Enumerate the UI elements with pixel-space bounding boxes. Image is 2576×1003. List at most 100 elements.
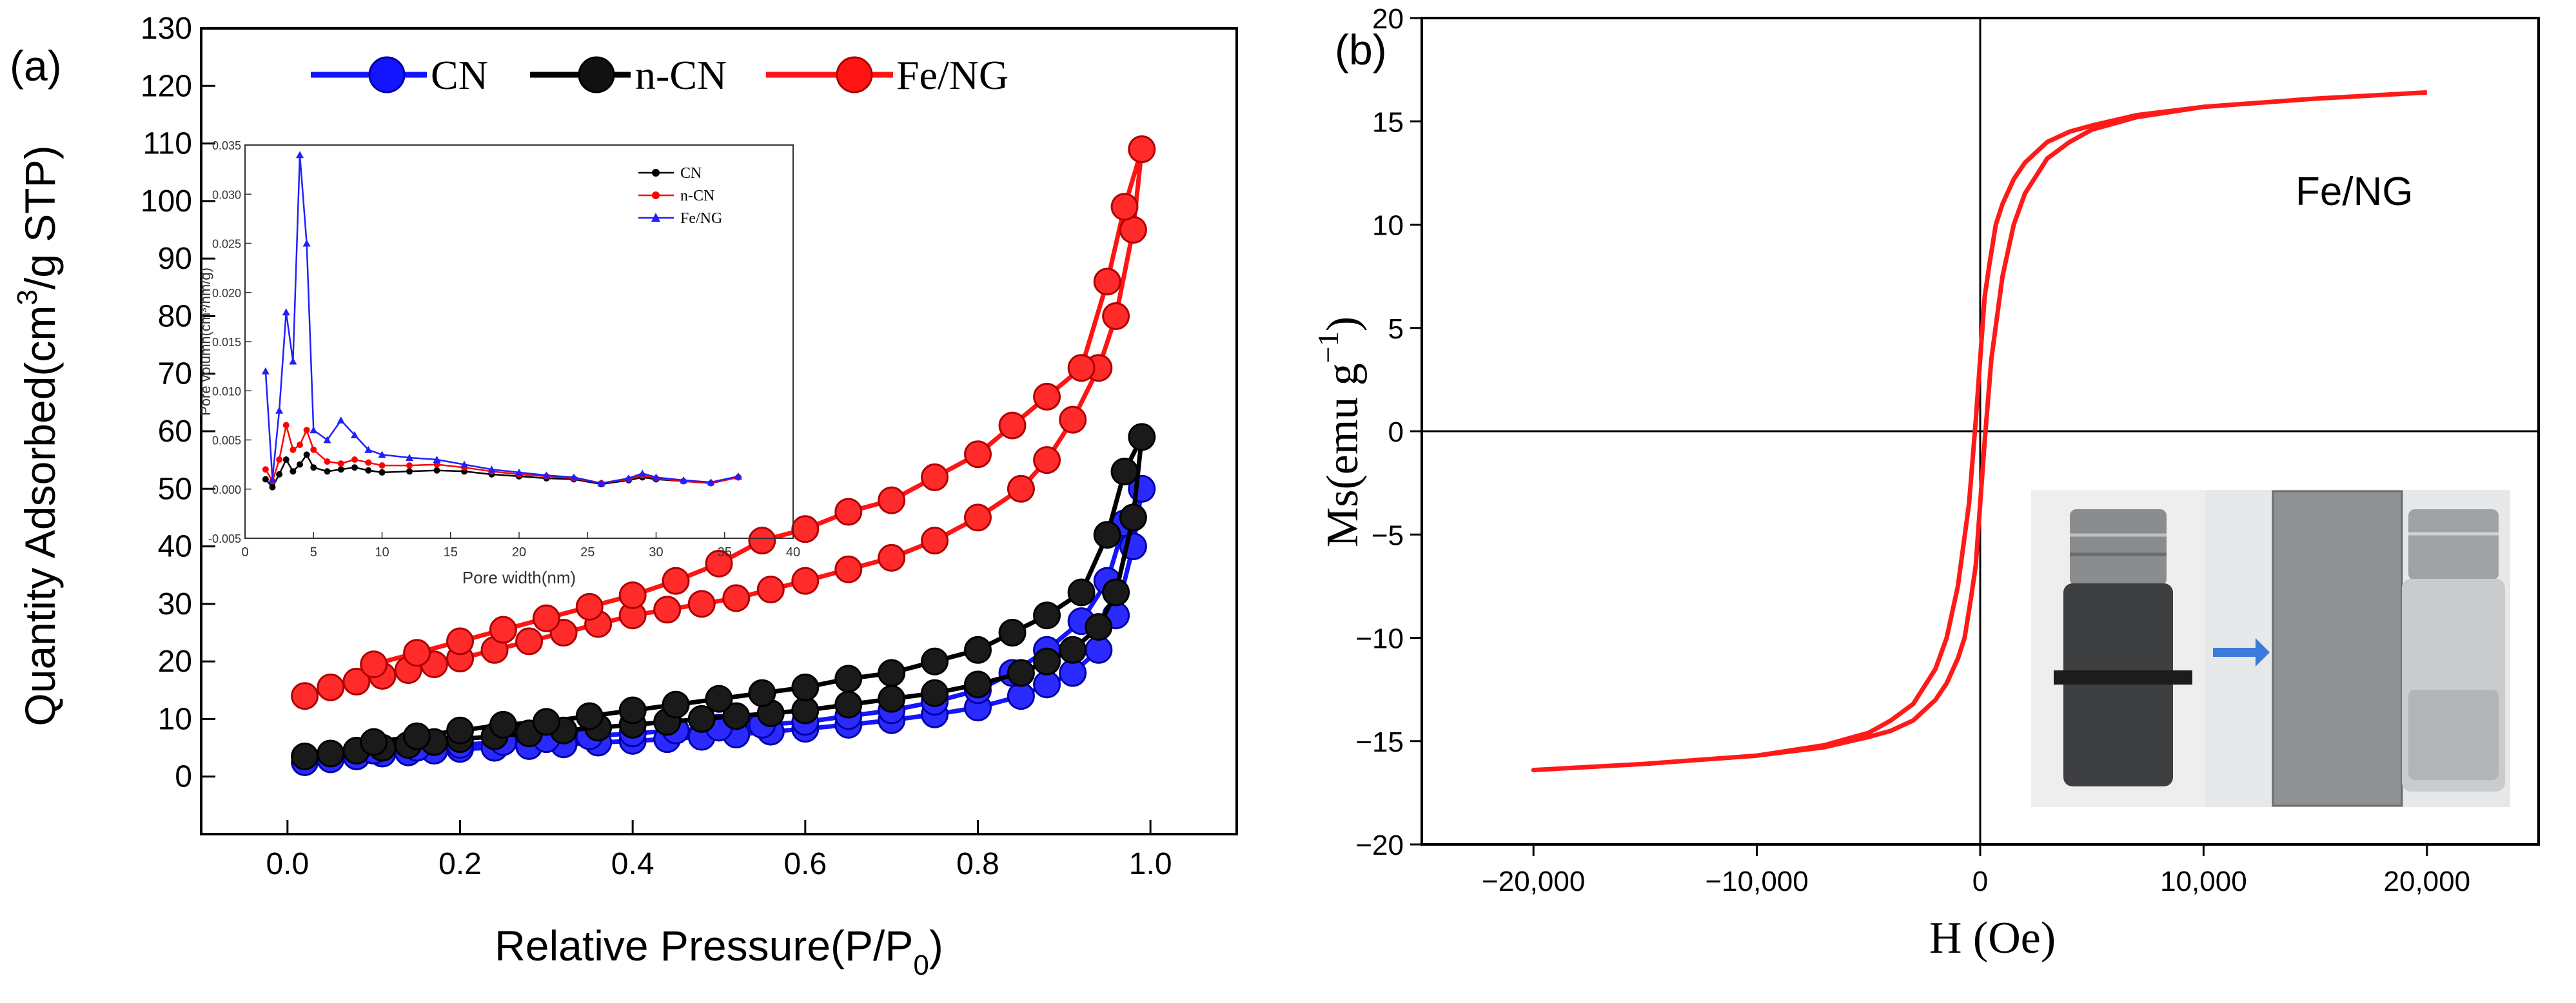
data-point [403,722,431,750]
inset-data-point [365,467,372,474]
y-tick-label-b: −20 [1355,830,1404,861]
inset-x-tick-label: 30 [649,545,663,560]
inset-x-tick-label: 15 [444,545,458,560]
data-point [360,728,388,756]
data-point [532,604,560,632]
adsorption-isotherm-series [291,135,1156,776]
data-point [705,685,733,713]
holder-bar-left [2054,670,2192,685]
data-point [1067,354,1096,382]
inset-y-label: Pore volumn(cm³/nm/g) [197,268,213,416]
legend-label-cn: CN [431,52,488,98]
x-tick-label-b: −20,000 [1482,866,1585,897]
data-point [748,527,776,555]
data-point [1085,636,1113,664]
inset-x-tick-label: 35 [718,545,732,560]
x-tick-label-a: 0.8 [956,847,999,881]
inset-x-tick-label: 5 [310,545,317,560]
inset-data-point [652,473,660,481]
inset-x-label: Pore width(nm) [462,568,576,587]
inset-y-tick-label: 0.005 [212,434,241,447]
y-tick-label-a: 10 [158,702,192,736]
y-tick-label-a: 70 [158,357,192,391]
data-point [662,567,690,595]
inset-data-point [337,416,345,424]
data-point [964,636,992,664]
inset-series-n-cn [262,422,742,487]
data-point [1007,659,1035,687]
data-point [342,667,371,696]
vial-cap-right [2408,509,2499,580]
inset-data-point [269,483,276,491]
inset-legend-label-feng: Fe/NG [680,210,722,227]
data-point [446,627,474,656]
y-tick-label-a: 130 [141,12,192,46]
data-point [722,584,751,612]
data-point [403,639,431,667]
data-point [964,503,992,532]
data-point [575,592,604,621]
inset-y-tick-label: 0.025 [212,238,241,251]
inset-data-point [433,461,440,468]
arrow-icon [2213,638,2270,667]
data-point [1059,405,1087,434]
series-n-cn [291,423,1156,770]
inset-y-tick-label: 0.030 [212,188,241,201]
inset-data-point [351,464,358,471]
magnetic-separation-photo [2031,490,2510,807]
inset-y-tick-label: -0.005 [208,532,241,545]
y-tick-label-b: −15 [1355,726,1404,758]
legend-marker-ncn [578,56,615,93]
inset-x-tick-label: 0 [241,545,248,560]
inset-x-tick-label: 40 [786,545,800,560]
inset-data-point [289,357,297,365]
data-point [834,690,863,719]
data-point [662,690,690,719]
legend-marker-feng [836,56,873,93]
y-tick-label-b: 5 [1388,313,1404,345]
fe-ng-annotation: Fe/NG [2296,170,2414,214]
x-tick-label-a: 0.4 [611,847,654,881]
hysteresis-loop [1531,90,2427,773]
inset-data-point [487,465,496,473]
y-tick-label-a: 90 [158,242,192,276]
inset-x-tick-label: 20 [512,545,526,560]
x-tick-label-b: 20,000 [2384,866,2471,897]
data-point [489,616,517,644]
data-point [748,679,776,707]
x-axis-b-ticks: −20,000 −10,000 0 10,000 20,000 [1482,844,2470,897]
data-point [515,627,544,656]
inset-data-point [276,471,283,478]
data-point [1119,503,1147,532]
y-tick-label-a: 30 [158,587,192,621]
inset-data-point [433,467,440,474]
inset-data-point [282,308,290,316]
data-point [618,696,647,725]
data-point [921,679,949,707]
data-point [532,708,560,736]
inset-data-point [379,469,386,476]
data-point [1110,193,1139,221]
inset-data-point [324,458,331,465]
data-point [756,576,785,604]
data-point [878,685,906,713]
inset-data-point [290,468,297,475]
data-point [722,702,751,730]
data-point [575,702,604,730]
y-tick-label-b: 20 [1372,3,1404,35]
inset-data-point [337,466,344,473]
inset-data-point [262,466,269,473]
data-point [1067,578,1096,607]
data-point [878,543,906,572]
data-point [317,739,345,768]
pore-size-inset: -0.005 0.000 0.005 0.010 0.015 0.020 0.025 0.03… [197,139,800,587]
inset-legend-marker-ncn [652,191,660,199]
data-point [878,486,906,514]
plot-a-frame [200,27,1238,835]
y-tick-label-a: 40 [158,530,192,564]
inset-data-point [296,151,304,159]
data-point [1033,382,1061,411]
data-point [1102,302,1130,330]
inset-legend-marker-cn [652,169,660,177]
y-tick-label-a: 100 [141,184,192,219]
